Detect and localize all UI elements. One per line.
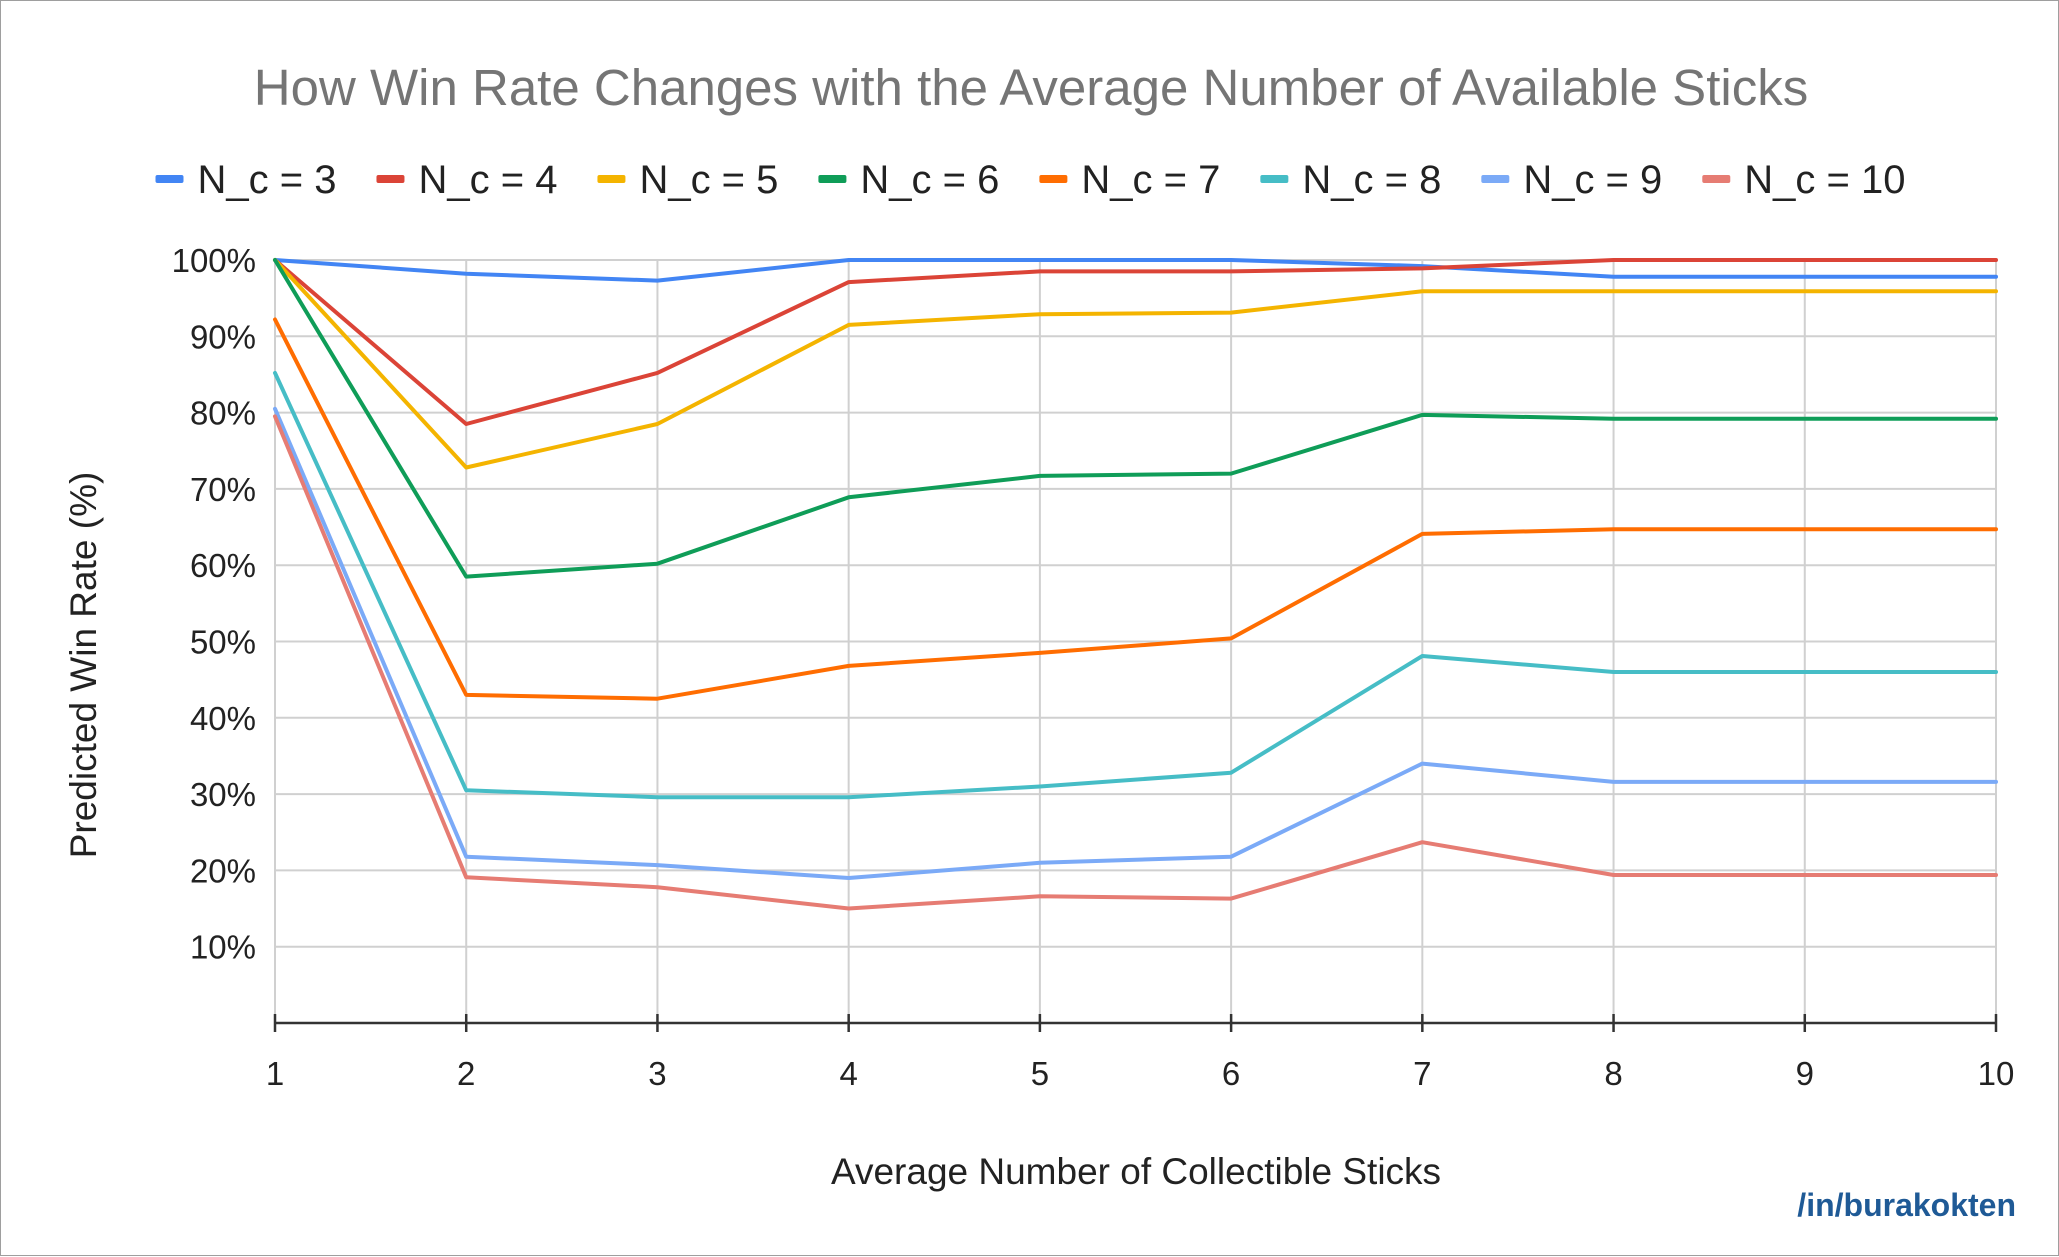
x-tick-label: 3 bbox=[648, 1055, 666, 1092]
legend-swatch bbox=[376, 175, 405, 183]
series-line-nc-9[interactable] bbox=[273, 406, 1998, 880]
legend-swatch bbox=[1702, 175, 1731, 183]
legend: N_c = 3 N_c = 4 N_c = 5 N_c = 6 N_c = 7 N_c =… bbox=[155, 158, 1906, 202]
x-axis-title: Average Number of Collectible Sticks bbox=[831, 1151, 1441, 1192]
legend-item[interactable]: N_c = 10 bbox=[1702, 158, 1906, 202]
legend-label: N_c = 5 bbox=[639, 158, 778, 202]
series-lines bbox=[273, 258, 1998, 911]
x-tick-label: 10 bbox=[1978, 1055, 2015, 1092]
legend-swatch bbox=[818, 175, 847, 183]
y-tick-label: 10% bbox=[190, 929, 256, 966]
legend-item[interactable]: N_c = 3 bbox=[155, 158, 337, 202]
legend-label: N_c = 6 bbox=[860, 158, 999, 202]
x-axis-ticks: 1 2 3 4 5 6 7 8 9 10 bbox=[266, 1055, 2015, 1092]
x-tick-label: 9 bbox=[1796, 1055, 1814, 1092]
series-line-nc-7[interactable] bbox=[273, 317, 1998, 701]
series-line-nc-8[interactable] bbox=[273, 370, 1998, 800]
y-axis-ticks: 10% 20% 30% 40% 50% 60% 70% 80% 90% 100% bbox=[172, 242, 256, 966]
y-tick-label: 50% bbox=[190, 624, 256, 661]
legend-swatch bbox=[1481, 175, 1510, 183]
legend-swatch bbox=[1039, 175, 1068, 183]
chart-title: How Win Rate Changes with the Average Nu… bbox=[254, 59, 1808, 116]
x-tick-label: 8 bbox=[1604, 1055, 1622, 1092]
x-tick-label: 5 bbox=[1031, 1055, 1049, 1092]
legend-item[interactable]: N_c = 6 bbox=[818, 158, 999, 202]
series-line-nc-3[interactable] bbox=[273, 258, 1998, 283]
y-tick-label: 30% bbox=[190, 776, 256, 813]
y-axis-title: Predicted Win Rate (%) bbox=[63, 472, 104, 859]
legend-label: N_c = 9 bbox=[1523, 158, 1662, 202]
x-tick-label: 1 bbox=[266, 1055, 284, 1092]
y-tick-label: 80% bbox=[190, 395, 256, 432]
x-tick-label: 2 bbox=[457, 1055, 475, 1092]
series-line-nc-10[interactable] bbox=[273, 414, 1998, 911]
axes bbox=[273, 1014, 1998, 1032]
y-tick-label: 60% bbox=[190, 547, 256, 584]
y-tick-label: 90% bbox=[190, 318, 256, 355]
series-line-nc-5[interactable] bbox=[273, 258, 1998, 470]
x-tick-label: 7 bbox=[1413, 1055, 1431, 1092]
y-tick-label: 20% bbox=[190, 852, 256, 889]
x-tick-label: 6 bbox=[1222, 1055, 1240, 1092]
x-tick-label: 4 bbox=[839, 1055, 857, 1092]
legend-label: N_c = 4 bbox=[418, 158, 557, 202]
legend-item[interactable]: N_c = 4 bbox=[376, 158, 557, 202]
legend-item[interactable]: N_c = 7 bbox=[1039, 158, 1220, 202]
legend-label: N_c = 7 bbox=[1081, 158, 1220, 202]
legend-item[interactable]: N_c = 5 bbox=[597, 158, 778, 202]
legend-swatch bbox=[155, 175, 184, 183]
y-tick-label: 70% bbox=[190, 471, 256, 508]
legend-item[interactable]: N_c = 9 bbox=[1481, 158, 1662, 202]
series-line-nc-6[interactable] bbox=[273, 258, 1998, 579]
series-line-nc-4[interactable] bbox=[273, 258, 1998, 426]
legend-swatch bbox=[597, 175, 626, 183]
grid bbox=[274, 259, 1997, 1023]
legend-label: N_c = 3 bbox=[198, 158, 337, 202]
y-tick-label: 100% bbox=[172, 242, 256, 279]
legend-swatch bbox=[1260, 175, 1289, 183]
legend-label: N_c = 10 bbox=[1744, 158, 1905, 202]
legend-item[interactable]: N_c = 8 bbox=[1260, 158, 1441, 202]
y-tick-label: 40% bbox=[190, 700, 256, 737]
legend-label: N_c = 8 bbox=[1302, 158, 1441, 202]
watermark-handle[interactable]: /in/burakokten bbox=[1797, 1187, 2016, 1223]
